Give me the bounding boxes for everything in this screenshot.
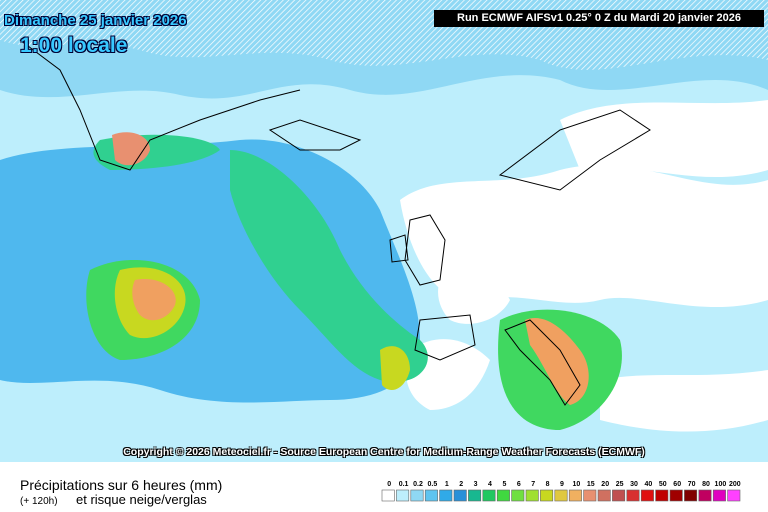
map [0,0,768,462]
legend-swatch [554,489,568,502]
legend-label: 20 [601,481,609,488]
legend-swatch [540,489,554,502]
legend-label: 80 [702,481,710,488]
copyright: Copyright © 2026 Meteociel.fr - Source E… [123,446,645,458]
legend-swatch [669,489,683,502]
forecast-date: Dimanche 25 janvier 2026 [4,12,187,29]
legend-label: 100 [715,481,727,488]
dry-land [560,100,768,178]
model-run: Run ECMWF AIFSv1 0.25° 0 Z du Mardi 20 j… [434,10,764,27]
legend-swatch [410,489,424,502]
lead-time: (+ 120h) [20,496,58,507]
parameter-title: Précipitations sur 6 heures (mm) [20,477,223,493]
legend-swatch [424,489,438,502]
legend-label: 0.5 [428,481,438,488]
legend-label: 8 [546,481,550,488]
color-legend: 0 0.1 0.2 0.5 1 2 3 4 5 6 7 8 9 10 15 20 25 30 40 50 60 70 80 1… [381,481,741,502]
legend-label: 0.2 [413,481,423,488]
legend-swatch [482,489,496,502]
legend-label: 1 [445,481,449,488]
coastline [19,39,362,171]
legend-label: 70 [688,481,696,488]
legend-swatch [453,489,467,502]
legend-swatch [626,489,640,502]
orange-precip [132,279,176,321]
legend-swatch [712,489,726,502]
legend-label: 4 [488,481,492,488]
legend-label: 5 [502,481,506,488]
legend-swatch [727,489,741,502]
legend-label: 200 [729,481,741,488]
legend-swatch [496,489,510,502]
orange-precip [112,132,150,166]
legend-label: 30 [630,481,638,488]
legend-swatch [612,489,626,502]
legend-swatch [525,489,539,502]
legend-label: 2 [459,481,463,488]
legend-label: 40 [645,481,653,488]
legend-swatch [568,489,582,502]
coastline [389,109,651,406]
yellow-precip [380,346,410,390]
forecast-hour: 1:00 locale [20,34,128,57]
legend-label: 9 [560,481,564,488]
dry-land [600,370,768,432]
legend-label: 25 [616,481,624,488]
legend-swatch [439,489,453,502]
legend-swatch [640,489,654,502]
orange-precip [525,318,589,405]
legend-label: 3 [474,481,478,488]
green-precip [230,150,428,382]
legend-swatch [468,489,482,502]
legend-label: 60 [673,481,681,488]
legend-label: 10 [573,481,581,488]
legend-label: 6 [517,481,521,488]
legend-label: 0 [387,481,391,488]
parameter-subtitle: et risque neige/verglas [76,492,207,507]
dry-land [400,165,768,308]
legend-label: 0.1 [399,481,409,488]
legend-swatch [511,489,525,502]
legend-swatch [381,489,395,502]
dry-land [438,276,510,324]
legend-label: 7 [531,481,535,488]
legend-label: 15 [587,481,595,488]
legend-swatch [684,489,698,502]
legend-swatch [396,489,410,502]
legend-label: 50 [659,481,667,488]
legend-swatch [583,489,597,502]
legend-swatch [597,489,611,502]
legend-swatch [655,489,669,502]
legend-swatch [698,489,712,502]
